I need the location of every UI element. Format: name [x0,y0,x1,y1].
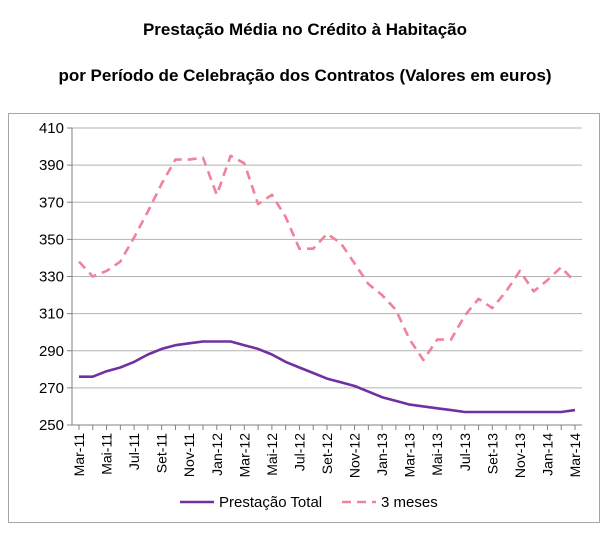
y-tick-label: 390 [39,157,64,174]
series-line-prestacao-total [79,340,576,414]
x-tick-label: Mar-14 [567,433,583,478]
x-tick-label: Mai-12 [264,433,280,476]
x-tick-label: Jul-11 [126,433,142,470]
y-tick-label: 330 [39,269,64,286]
legend-label: 3 meses [381,494,438,511]
y-tick-label: 290 [39,343,64,360]
chart-frame [8,113,600,523]
y-tick-label: 250 [39,417,64,434]
gridlines [72,127,582,389]
x-tick-label: Jul-13 [457,433,473,471]
y-tick-label: 270 [39,380,64,397]
y-tick-label: 410 [39,120,64,137]
x-tick-label: Mar-11 [71,433,87,477]
series-lines [78,154,576,414]
legend-label: Prestação Total [219,494,322,511]
x-tick-label: Set-11 [154,433,170,473]
x-tick-label: Mar-12 [236,433,252,478]
y-axis-ticks: 250 270 290 310 330 350 370 390 410 [39,120,72,434]
y-tick-label: 370 [39,194,64,211]
chart-title-line-1: Prestação Média no Crédito à Habitação [142,20,468,39]
x-tick-label: Nov-13 [512,433,528,478]
x-tick-label: Jan-14 [539,433,555,476]
legend: Prestação Total 3 meses [180,494,438,511]
chart-title-line-2: por Período de Celebração dos Contratos … [58,66,552,85]
x-tick-label: Set-13 [484,433,500,474]
y-tick-label: 350 [39,231,64,248]
x-tick-label: Nov-11 [181,433,197,477]
x-tick-label: Jul-12 [291,433,307,471]
x-tick-label: Mai-13 [429,433,445,476]
y-tick-label: 310 [39,306,64,323]
series-line-3-meses [78,154,576,362]
x-tick-label: Jan-12 [209,433,225,476]
x-axis-ticks: Mar-11 Mai-11 Jul-11 Set-11 Nov-11 Jan-12 Mar-… [71,425,583,478]
x-tick-label: Jan-13 [374,433,390,476]
x-tick-label: Nov-12 [347,433,363,478]
x-tick-label: Set-12 [319,433,335,474]
x-tick-label: Mar-13 [402,433,418,478]
x-tick-label: Mai-11 [99,433,115,475]
